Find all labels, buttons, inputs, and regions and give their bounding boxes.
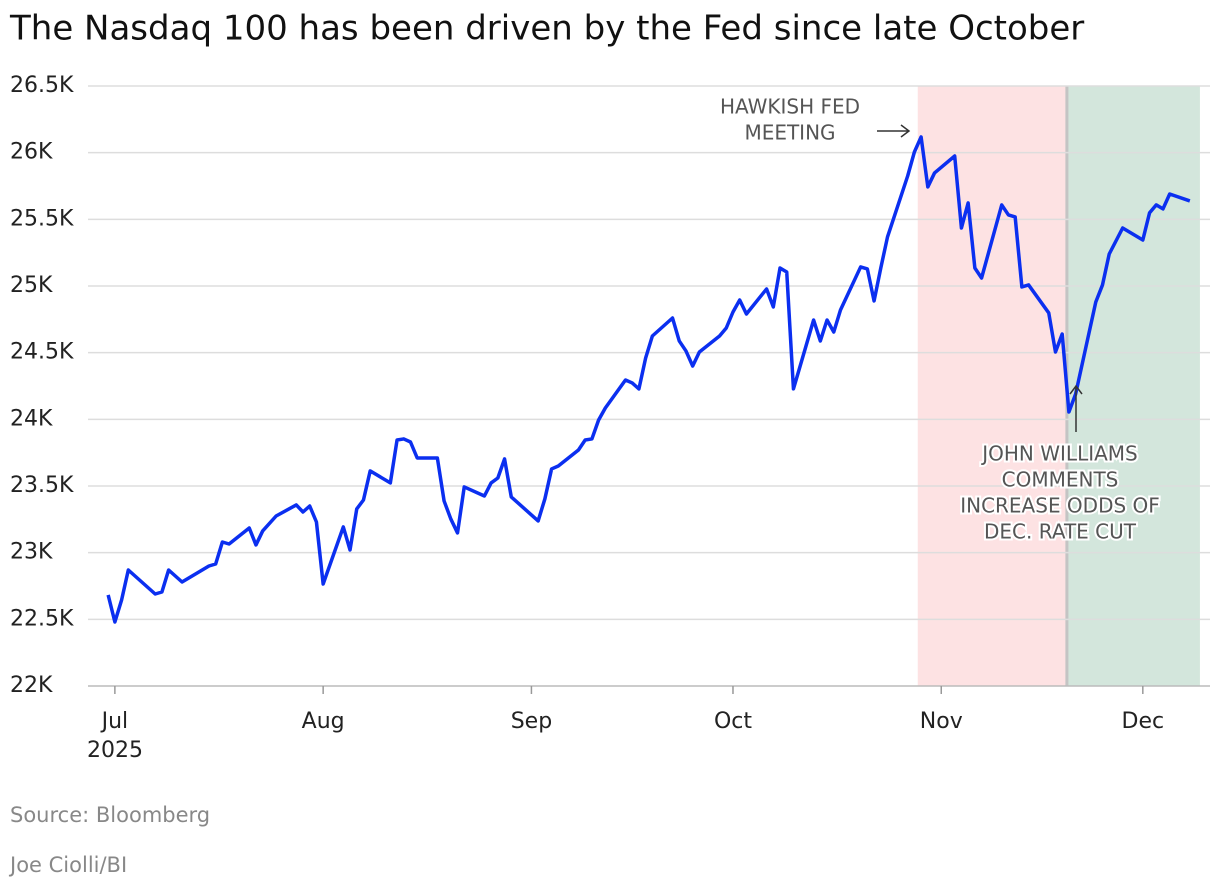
y-tick-label: 25K [10, 273, 53, 298]
x-tick-label: Sep [511, 709, 552, 734]
x-tick-label: Dec [1122, 709, 1165, 734]
byline: Joe Ciolli/BI [8, 853, 127, 877]
y-tick-label: 24.5K [10, 340, 74, 365]
annotation-text: HAWKISH FED [720, 95, 860, 119]
x-tick-label: Nov [920, 709, 963, 734]
chart-title: The Nasdaq 100 has been driven by the Fe… [9, 9, 1084, 49]
shaded-region [1066, 86, 1200, 686]
y-tick-label: 25.5K [10, 206, 74, 231]
y-tick-label: 22K [10, 673, 53, 698]
y-tick-label: 23K [10, 540, 53, 565]
annotation-text: MEETING [744, 121, 835, 145]
annotation-text: COMMENTS [1002, 468, 1119, 492]
y-tick-label: 23.5K [10, 473, 74, 498]
annotation-text: DEC. RATE CUT [984, 520, 1137, 544]
annotation-arrow [1069, 384, 1083, 432]
shaded-region [917, 86, 1067, 686]
annotation-text: INCREASE ODDS OF [960, 494, 1160, 518]
x-tick-label: Oct [714, 709, 752, 734]
x-year-label: 2025 [87, 738, 143, 763]
y-tick-label: 24K [10, 406, 53, 431]
annotation-text: JOHN WILLIAMS [980, 442, 1138, 466]
y-tick-label: 22.5K [10, 606, 74, 631]
x-tick-label: Jul [100, 709, 129, 734]
x-tick-label: Aug [302, 709, 345, 734]
source: Source: Bloomberg [10, 803, 210, 827]
series-line [106, 135, 1191, 624]
y-tick-label: 26.5K [10, 73, 74, 98]
y-tick-label: 26K [10, 140, 53, 165]
annotation-arrow [877, 124, 911, 138]
